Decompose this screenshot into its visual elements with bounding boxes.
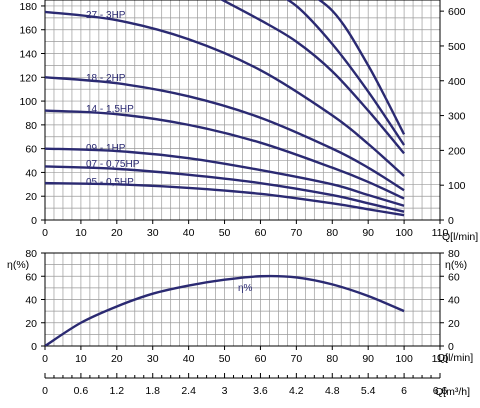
head-ytick-right-label: 500 [448, 41, 466, 53]
efficiency-xtick-label: 80 [326, 353, 338, 365]
flow-m3h-label: Q[m³/h] [435, 386, 470, 398]
head-ytick-right-label: 200 [448, 145, 466, 157]
head-curve-3 [45, 109, 405, 200]
curve-label-18: 18 - 2HP [86, 73, 126, 84]
efficiency-xtick-label: 50 [219, 353, 231, 365]
head-plot-frame [44, 0, 441, 221]
efficiency-xtick-label: 30 [147, 353, 159, 365]
efficiency-curve-label: η% [238, 283, 253, 294]
efficiency-xtick-label: 10 [75, 353, 87, 365]
curve-label-07: 07 - 0,75HP [86, 159, 140, 170]
head-xtick-label: 100 [395, 227, 413, 239]
flow-m3h-tick-label: 2.4 [181, 385, 196, 397]
efficiency-curves [45, 274, 405, 346]
head-ytick-left-label: 0 [31, 215, 37, 227]
head-xtick-label: 40 [183, 227, 195, 239]
efficiency-xtick-label: 100 [395, 353, 413, 365]
efficiency-ytick-right-label: 80 [448, 248, 460, 260]
flow-m3h-tick-label: 6.6 [433, 385, 448, 397]
flow-m3h-tick-label: 3.6 [253, 385, 268, 397]
flow-m3h-tick-label: 1.8 [145, 385, 160, 397]
head-ytick-left-label: 120 [19, 72, 37, 84]
head-ytick-left-label: 140 [19, 49, 37, 61]
efficiency-ylabel-left: η(%) [7, 259, 29, 271]
efficiency-ytick-right-label: 40 [448, 295, 460, 307]
head-curve-5 [45, 10, 405, 177]
efficiency-xtick-label: 110 [432, 353, 449, 365]
head-curve-4 [45, 76, 405, 192]
efficiency-ytick-left-label: 0 [31, 341, 37, 353]
curve-label-27: 27 - 3HP [86, 10, 126, 21]
efficiency-xtick-label: 0 [42, 353, 48, 365]
flow-m3h-tick-label: 4.2 [289, 385, 304, 397]
efficiency-axis-ticks: 0 10 20 30 40 50 60 70 80 90 100 110020406080020406… [25, 248, 460, 365]
efficiency-ytick-right-label: 20 [448, 318, 460, 330]
efficiency-grid [45, 253, 441, 346]
head-ytick-right-label: 300 [448, 111, 466, 123]
efficiency-ytick-right-label: 60 [448, 271, 460, 283]
head-xtick-label: 60 [255, 227, 267, 239]
curve-label-05: 05 - 0,5HP [86, 177, 134, 188]
flow-m3h-axis: 0 0.6 1.2 1.8 2.4 3 3.6 4.2 4.8 5.4 6 6.6 Q[m³/h] [42, 373, 470, 398]
head-ytick-left-label: 40 [25, 167, 37, 179]
efficiency-xtick-label: 90 [362, 353, 374, 365]
flow-m3h-tick-label: 6 [401, 385, 407, 397]
head-ytick-right-label: 100 [448, 180, 466, 192]
head-axis-ticks: 0 10 20 30 40 50 60 70 80 90 100 110020406080100120… [19, 1, 465, 239]
efficiency-ylabel-right: η(%) [445, 259, 467, 271]
head-xtick-label: 10 [75, 227, 87, 239]
head-xtick-label: 90 [362, 227, 374, 239]
head-ytick-left-label: 180 [19, 1, 37, 13]
head-xtick-label: 70 [291, 227, 303, 239]
flow-m3h-tick-label: 3 [222, 385, 228, 397]
head-xtick-label: 50 [219, 227, 231, 239]
head-curve-1 [45, 165, 405, 213]
head-curve-2 [45, 147, 405, 207]
efficiency-curve-0 [45, 274, 405, 346]
head-xtick-label: 20 [111, 227, 123, 239]
head-ytick-right-label: 400 [448, 76, 466, 88]
head-ytick-left-label: 100 [19, 96, 37, 108]
efficiency-xtick-label: 60 [255, 353, 267, 365]
head-xtick-label: 80 [326, 227, 338, 239]
efficiency-ytick-left-label: 60 [25, 271, 37, 283]
head-ytick-left-label: 160 [19, 25, 37, 37]
head-curves [45, 0, 406, 217]
efficiency-xtick-label: 40 [183, 353, 195, 365]
efficiency-xtick-label: 70 [291, 353, 303, 365]
flow-m3h-ticks: 0 0.6 1.2 1.8 2.4 3 3.6 4.2 4.8 5.4 6 6.6 [42, 373, 447, 397]
efficiency-ytick-right-label: 0 [448, 341, 454, 353]
efficiency-chart: 0 10 20 30 40 50 60 70 80 90 100 110020406080020406… [7, 248, 473, 365]
head-ytick-right-label: 0 [448, 215, 454, 227]
head-xtick-label: 110 [432, 227, 449, 239]
flow-m3h-tick-label: 0 [42, 385, 48, 397]
flow-m3h-tick-label: 4.8 [325, 385, 340, 397]
head-curve-0 [45, 181, 405, 217]
head-xlabel: Q[l/min] [442, 231, 478, 243]
curve-label-14: 14 - 1,5HP [86, 104, 134, 115]
head-ytick-left-label: 80 [25, 120, 37, 132]
flow-m3h-tick-label: 5.4 [361, 385, 376, 397]
flow-m3h-tick-label: 1.2 [110, 385, 125, 397]
head-ytick-left-label: 20 [25, 191, 37, 203]
head-ytick-left-label: 60 [25, 144, 37, 156]
flow-m3h-tick-label: 0.6 [74, 385, 89, 397]
head-curve-8 [317, 0, 406, 135]
efficiency-ytick-left-label: 40 [25, 295, 37, 307]
head-xtick-label: 0 [42, 227, 48, 239]
head-xtick-label: 30 [147, 227, 159, 239]
head-curve-labels: 27 - 3HP 18 - 2HP 14 - 1,5HP 09 - 1HP 07… [86, 10, 140, 188]
head-chart: 0 10 20 30 40 50 60 70 80 90 100 110020406080100120… [19, 0, 478, 243]
efficiency-ytick-left-label: 20 [25, 318, 37, 330]
efficiency-ytick-left-label: 80 [25, 248, 37, 260]
head-ytick-right-label: 600 [448, 6, 466, 18]
curve-label-09: 09 - 1HP [86, 143, 126, 154]
efficiency-xlabel: Q[l/min] [437, 352, 473, 364]
efficiency-xtick-label: 20 [111, 353, 123, 365]
head-curve-6 [219, 0, 406, 155]
head-curve-7 [285, 0, 406, 146]
